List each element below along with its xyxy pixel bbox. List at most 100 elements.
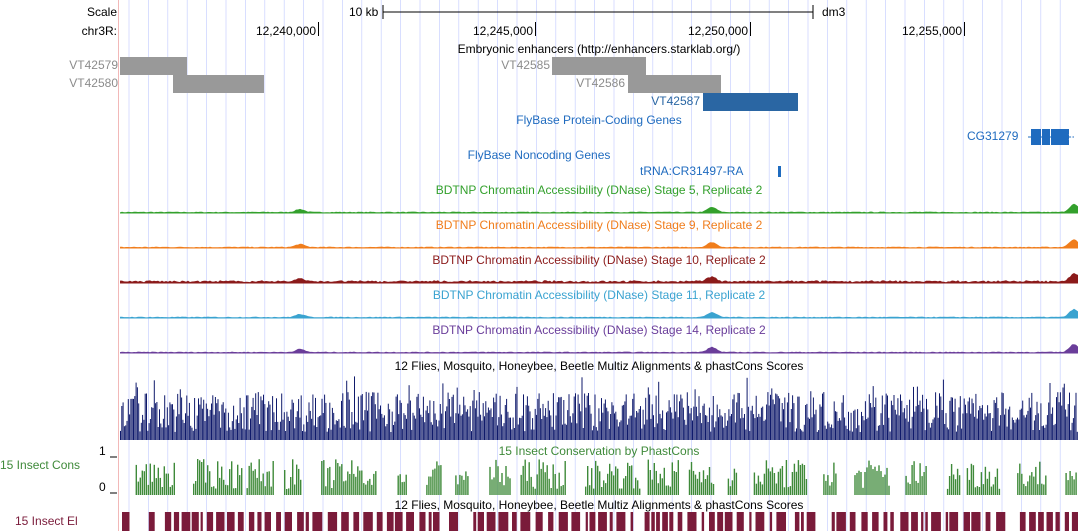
enhancer-label[interactable]: VT42587 [651,94,700,108]
phastcons-plot[interactable] [120,458,1078,495]
gene-label-cg31279[interactable]: CG31279 [967,129,1019,143]
multiz-bar [1014,422,1016,440]
enhancer-feature[interactable] [552,57,646,75]
multiz-conservation-plot[interactable] [120,374,1078,440]
conserved-element-block [257,512,262,531]
dnase-track-title[interactable]: BDTNP Chromatin Accessibility (DNase) St… [435,218,763,232]
phastcons-bar [982,484,985,495]
phastcons-bar [970,463,973,495]
phastcons-bar [785,460,788,495]
multiz-bar [699,412,701,440]
enhancer-label[interactable]: VT42580 [69,76,118,90]
enhancer-label[interactable]: VT42579 [69,58,118,72]
phastcons-bar [347,471,349,495]
phastcons-bar [972,465,975,495]
multiz-bar [391,411,393,440]
multiz-bar [858,425,860,440]
enhancer-label[interactable]: VT42586 [576,76,625,90]
dnase-track-title[interactable]: BDTNP Chromatin Accessibility (DNase) St… [432,288,766,302]
multiz-bar [901,400,903,440]
conserved-element-block [776,512,786,531]
multiz-bar [981,405,983,440]
phastcons-bar [996,468,999,495]
phastcons-bar [548,478,550,495]
multiz-bar [356,422,358,440]
phastcons-bar [599,471,601,495]
phastcons-bar [925,466,927,495]
phastcons-bar [207,465,209,495]
coding-genes-track-title[interactable]: FlyBase Protein-Coding Genes [516,113,682,127]
multiz-bar [352,424,354,440]
enhancer-feature[interactable] [120,57,187,75]
multiz-bar [628,418,630,440]
multiz-bar [1048,402,1050,440]
enhancers-track-title[interactable]: Embryonic enhancers (http://enhancers.st… [457,42,741,56]
dnase-signal-plot[interactable] [120,303,1078,319]
multiz-bar [222,402,224,440]
phastcons-bar [491,479,493,495]
dnase-track-title[interactable]: BDTNP Chromatin Accessibility (DNase) St… [435,183,763,197]
multiz-track-title[interactable]: 12 Flies, Mosquito, Honeybee, Beetle Mul… [394,359,804,373]
dnase-signal-plot[interactable] [120,198,1078,214]
conserved-element-block [428,512,432,531]
phastcons-bar [331,488,333,495]
enhancer-feature[interactable] [628,75,721,93]
dnase-signal-plot[interactable] [120,338,1078,354]
phastcons-bar [499,482,501,495]
noncoding-genes-track-title[interactable]: FlyBase Noncoding Genes [467,148,611,162]
phastcons-bar [992,484,995,495]
phastcons-bar [675,472,677,495]
multiz-bar [525,405,527,440]
multiz-bar [939,393,940,440]
multiz-bar [1040,403,1042,440]
multiz-bar [528,405,530,440]
gene-label-trna[interactable]: tRNA:CR31497-RA [640,164,744,178]
phastcons-bar [627,462,629,495]
multiz-bar [881,395,883,440]
phastcons-bar [763,473,766,495]
conserved-element-block [473,512,477,531]
multiz-bar [378,409,380,440]
phastcons-bar [209,471,211,495]
dnase-signal-plot[interactable] [120,233,1078,249]
multiz-bar [551,426,553,440]
dnase-track-title[interactable]: BDTNP Chromatin Accessibility (DNase) St… [432,323,766,337]
multiz-bar [864,401,866,440]
phastcons-bar [773,473,776,495]
gene-model-trna[interactable] [778,166,781,177]
phastcons-bar [1073,479,1075,495]
multiz-bar [1022,400,1024,440]
conserved-element-block [1019,512,1026,531]
phastcons-bar [976,486,979,495]
multiz-bar [933,417,935,440]
multiz-bar [610,414,612,440]
phastcons-bar [139,477,141,495]
multiz-bar [122,402,124,440]
multiz-bar [616,419,618,440]
multiz-bar [537,398,539,440]
enhancer-feature[interactable] [703,93,798,111]
phastcons-bar [231,461,233,495]
phastcons-bar [733,468,736,495]
gene-model-cg31279[interactable] [1028,127,1078,147]
elements-track-title[interactable]: 12 Flies, Mosquito, Honeybee, Beetle Mul… [394,498,804,512]
conserved-element-block [709,512,715,531]
enhancer-feature[interactable] [173,75,264,93]
multiz-bar [292,402,294,440]
multiz-bar [134,396,136,440]
multiz-bar [237,415,238,440]
multiz-bar [1035,415,1037,440]
multiz-bar [667,411,669,440]
multiz-bar [1037,413,1039,440]
multiz-bar [295,417,297,440]
multiz-bar [348,399,350,440]
multiz-bar [816,431,818,440]
dnase-signal-plot[interactable] [120,268,1078,284]
multiz-bar [541,419,543,440]
elements-plot[interactable] [120,512,1078,531]
dnase-track-title[interactable]: BDTNP Chromatin Accessibility (DNase) St… [432,253,766,267]
phastcons-bar [637,480,639,495]
phastcons-track-title[interactable]: 15 Insect Conservation by PhastCons [498,444,700,458]
enhancer-label[interactable]: VT42585 [501,58,550,72]
phastcons-bar [167,473,169,495]
